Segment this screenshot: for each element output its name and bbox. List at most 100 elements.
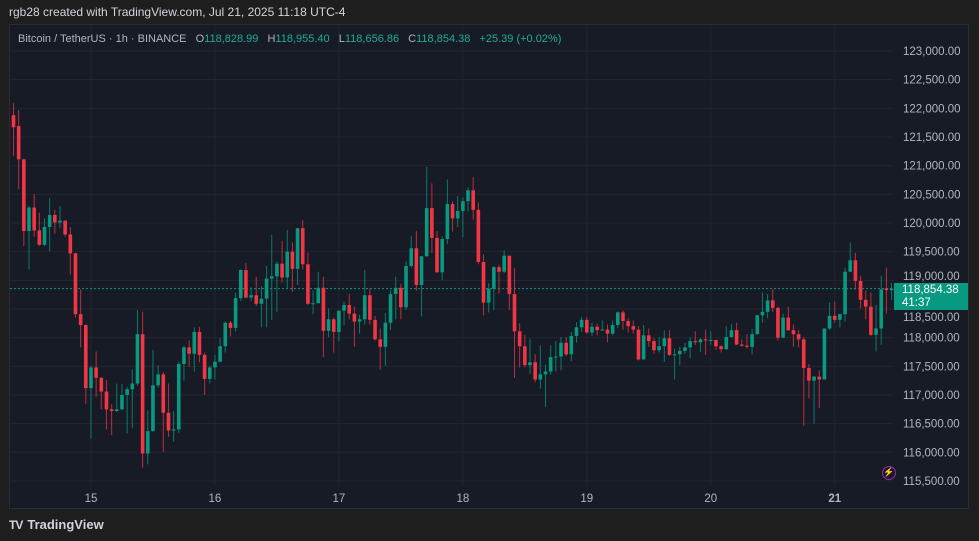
candle-body [290, 251, 295, 269]
candle-up [569, 331, 574, 362]
calendar-events-icon[interactable]: ⚡ [882, 466, 896, 480]
candle-body [812, 376, 816, 381]
candle-down [109, 404, 114, 436]
time-tick-label: 15 [85, 493, 98, 505]
candle-up [616, 311, 620, 328]
candle-body [285, 251, 290, 278]
candle-body [321, 287, 326, 331]
candle-body [621, 312, 625, 322]
candle-body [388, 294, 393, 323]
candle-body [729, 330, 734, 338]
candle-up [466, 187, 470, 212]
candle-up [848, 242, 853, 273]
candle-body [140, 334, 145, 454]
candle-body [884, 288, 889, 291]
candle-down [497, 264, 501, 294]
candle-body [600, 329, 605, 331]
candle-body [486, 288, 491, 303]
candle-body [750, 334, 754, 347]
candle-body [73, 253, 78, 315]
candle-body [368, 295, 372, 320]
candle-body [626, 321, 630, 327]
candle-up [316, 271, 321, 304]
candle-up [662, 330, 667, 362]
candle-body [32, 207, 36, 231]
candle-body [68, 234, 73, 254]
candle-down [734, 322, 739, 346]
candle-body [466, 190, 470, 202]
candle-body [807, 368, 811, 381]
candle-body [543, 371, 548, 375]
symbol-title[interactable]: Bitcoin / TetherUS · 1h · BINANCE [18, 33, 187, 45]
candle-up [419, 256, 424, 317]
candle-down [858, 275, 863, 309]
candle-body [533, 362, 537, 380]
last-price-value: 118,854.38 [902, 284, 959, 296]
tradingview-logo-icon: TV [9, 517, 23, 532]
candlestick-chart[interactable]: 123,000.00 122,500.00 122,000.00 121,500.00… [10, 25, 969, 509]
candle-body [337, 310, 341, 332]
candle-body [858, 280, 863, 300]
candle-body [641, 335, 646, 360]
candle-body [538, 374, 543, 380]
candle-body [166, 412, 171, 431]
candle-down [32, 194, 36, 237]
candle-body [156, 374, 160, 386]
candle-down [321, 276, 326, 358]
candle-body [889, 288, 894, 291]
price-axis: 123,000.00 122,500.00 122,000.00 121,500.00… [903, 46, 961, 488]
candle-down [884, 267, 889, 314]
candle-down [786, 306, 791, 331]
change-value: +25.39 (+0.02%) [479, 33, 562, 45]
candle-body [595, 326, 599, 331]
candle-up [311, 290, 315, 315]
candle-body [145, 431, 150, 454]
candle-down [791, 324, 796, 347]
chart-panel[interactable]: 123,000.00 122,500.00 122,000.00 121,500.00… [9, 24, 969, 509]
tradingview-logo[interactable]: TV TradingView [9, 517, 104, 532]
time-tick-label: 19 [580, 493, 593, 505]
candle-body [316, 287, 321, 304]
candle-body [357, 319, 362, 322]
candle-down [776, 306, 780, 341]
candle-body [616, 312, 620, 326]
candle-down [347, 294, 352, 320]
candle-body [280, 263, 284, 278]
candle-body [636, 329, 641, 360]
candle-body [770, 300, 775, 308]
candle-body [672, 354, 677, 356]
price-tick-label: 120,000.00 [903, 218, 961, 230]
candle-body [233, 298, 238, 328]
candle-up [827, 302, 832, 331]
candle-body [693, 341, 698, 343]
candle-down [507, 255, 512, 311]
candle-body [492, 267, 496, 289]
candle-body [497, 267, 501, 272]
candle-down [280, 240, 284, 283]
candle-up [822, 328, 827, 380]
open-label: O [195, 33, 205, 45]
candle-body [853, 260, 858, 281]
candle-body [249, 295, 253, 298]
candle-body [461, 201, 465, 211]
low-value: 118,656.86 [344, 33, 400, 45]
candle-up [574, 322, 579, 343]
candle-body [269, 276, 274, 279]
candle-body [848, 260, 853, 272]
candle-up [357, 314, 362, 334]
candle-up [889, 282, 894, 300]
candle-up [337, 310, 341, 342]
candle-body [662, 338, 667, 347]
last-price-label: 118,854.38 41:37 [894, 283, 968, 310]
candle-up [548, 345, 553, 375]
candle-body [254, 295, 259, 304]
candle-down [533, 354, 537, 383]
candle-body [182, 347, 186, 365]
candle-down [693, 331, 698, 346]
candle-up [42, 218, 47, 246]
candle-up [182, 345, 186, 381]
candle-up [238, 269, 243, 301]
candle-up [424, 166, 429, 257]
candle-down [512, 268, 517, 378]
candle-down [68, 227, 73, 275]
